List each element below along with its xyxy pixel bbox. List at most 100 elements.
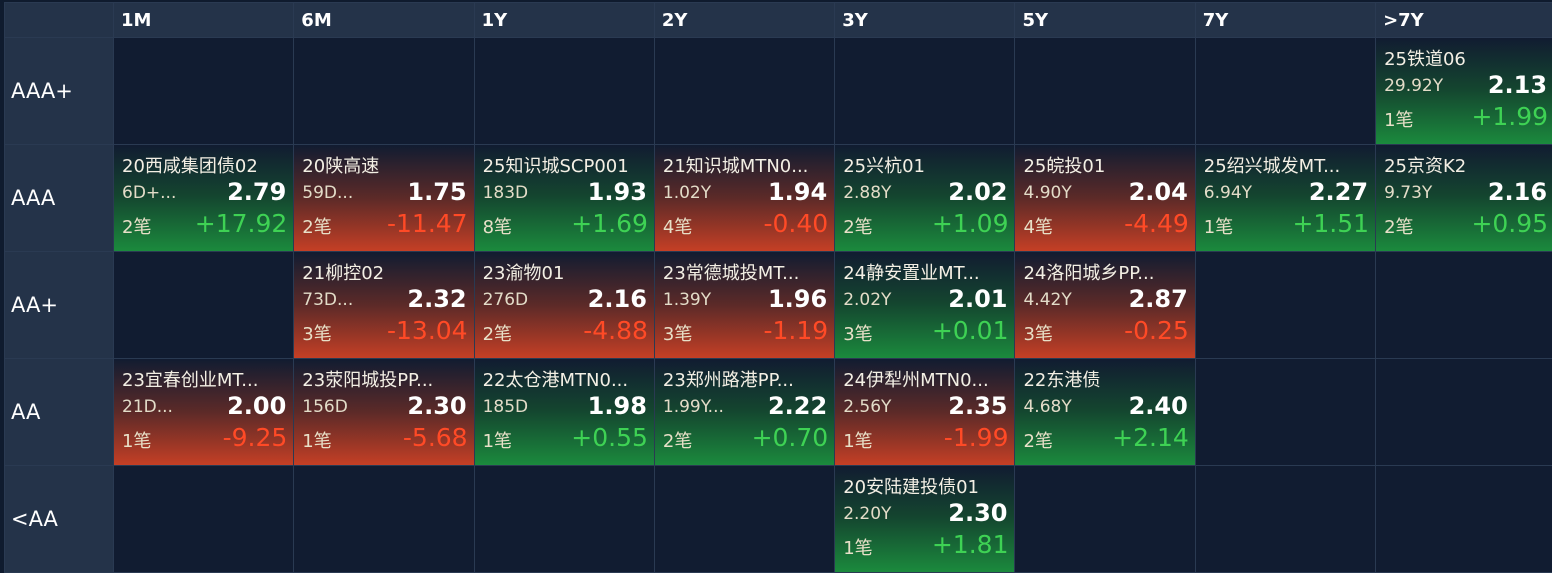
column-header-3[interactable]: 1Y <box>474 3 654 37</box>
rate-change: -5.68 <box>402 423 468 452</box>
bond-rate: 2.01 <box>948 285 1008 313</box>
bond-name: 25知识城SCP001 <box>482 156 629 177</box>
bond-cell[interactable]: 20安陆建投债01 2.20Y 2.30 1笔 +1.81 <box>835 466 1015 572</box>
bond-name: 25皖投01 <box>1023 156 1106 177</box>
bond-rate: 2.16 <box>1487 178 1548 206</box>
bond-cell[interactable]: 25京资K2 9.73Y 2.16 2笔 +0.95 <box>1376 145 1552 251</box>
rate-change: -11.47 <box>387 209 468 238</box>
trade-count: 3笔 <box>1023 324 1053 345</box>
rate-change: +0.55 <box>571 423 648 452</box>
bond-cell[interactable]: 22东港债 4.68Y 2.40 2笔 +2.14 <box>1015 359 1195 465</box>
bond-term: 276D <box>482 290 529 310</box>
empty-cell <box>1376 252 1552 358</box>
row-label: AA+ <box>5 252 113 358</box>
column-header-1[interactable]: 1M <box>114 3 294 37</box>
bond-cell[interactable]: 21知识城MTN0... 1.02Y 1.94 4笔 -0.40 <box>654 145 835 251</box>
empty-cell <box>835 38 1015 144</box>
column-header-7[interactable]: 7Y <box>1195 3 1376 37</box>
rate-change: +0.01 <box>931 316 1009 345</box>
bond-cell[interactable]: 21柳控02 73D... 2.32 3笔 -13.04 <box>294 252 474 358</box>
rate-change: +0.95 <box>1471 209 1549 238</box>
column-header-6[interactable]: 5Y <box>1015 3 1195 37</box>
bond-term: 29.92Y <box>1384 76 1444 96</box>
trade-count: 4笔 <box>662 217 693 238</box>
trade-count: 4笔 <box>1023 217 1053 238</box>
bond-name: 23常德城投MT... <box>662 263 800 284</box>
bond-cell[interactable]: 25知识城SCP001 183D 1.93 8笔 +1.69 <box>474 145 654 251</box>
trade-count: 2笔 <box>662 431 693 452</box>
rate-change: +17.92 <box>194 209 288 238</box>
bond-name: 25京资K2 <box>1384 156 1467 177</box>
empty-cell <box>114 466 294 572</box>
rate-change: +2.14 <box>1112 423 1189 452</box>
bond-term: 156D <box>302 397 348 417</box>
bond-cell[interactable]: 24伊犁州MTN0... 2.56Y 2.35 1笔 -1.99 <box>835 359 1015 465</box>
rate-change: -13.04 <box>387 316 468 345</box>
column-header-5[interactable]: 3Y <box>835 3 1015 37</box>
column-header-4[interactable]: 2Y <box>654 3 835 37</box>
empty-cell <box>1376 466 1552 572</box>
bond-name: 23荥阳城投PP... <box>302 370 434 391</box>
bond-term: 185D <box>482 397 529 417</box>
empty-cell <box>1195 359 1376 465</box>
bond-cell[interactable]: 23荥阳城投PP... 156D 2.30 1笔 -5.68 <box>294 359 474 465</box>
bond-name: 23宜春创业MT... <box>122 370 259 391</box>
trade-count: 2笔 <box>1384 217 1414 238</box>
trade-count: 1笔 <box>302 431 332 452</box>
bond-rate: 2.00 <box>227 392 287 420</box>
bond-name: 21知识城MTN0... <box>662 156 809 177</box>
bond-cell[interactable]: 20西咸集团债02 6D+... 2.79 2笔 +17.92 <box>114 145 294 251</box>
rate-change: -4.88 <box>583 316 648 345</box>
bond-cell[interactable]: 25绍兴城发MT... 6.94Y 2.27 1笔 +1.51 <box>1195 145 1376 251</box>
bond-term: 9.73Y <box>1384 183 1433 203</box>
bond-rate: 2.32 <box>407 285 467 313</box>
bond-name: 23郑州路港PP... <box>662 370 794 391</box>
row-label: AA <box>5 359 113 465</box>
bond-term: 59D... <box>302 183 354 203</box>
column-header-2[interactable]: 6M <box>294 3 474 37</box>
empty-cell <box>1195 252 1376 358</box>
bond-cell[interactable]: 24静安置业MT... 2.02Y 2.01 3笔 +0.01 <box>835 252 1015 358</box>
trade-count: 2笔 <box>302 217 332 238</box>
empty-cell <box>114 38 294 144</box>
bond-cell[interactable]: 23宜春创业MT... 21D... 2.00 1笔 -9.25 <box>114 359 294 465</box>
bond-cell[interactable]: 25铁道06 29.92Y 2.13 1笔 +1.99 <box>1376 38 1552 144</box>
bond-name: 23渝物01 <box>482 263 565 284</box>
trade-count: 1笔 <box>843 538 873 559</box>
bond-name: 25绍兴城发MT... <box>1203 156 1341 177</box>
row-label: AAA <box>5 145 113 251</box>
bond-name: 21柳控02 <box>302 263 385 284</box>
bond-rate: 2.40 <box>1128 392 1188 420</box>
bond-rate: 2.04 <box>1128 178 1188 206</box>
rate-change: -4.49 <box>1124 209 1189 238</box>
trade-count: 1笔 <box>122 431 152 452</box>
bond-term: 2.88Y <box>843 183 892 203</box>
bond-rate: 1.96 <box>767 285 828 313</box>
empty-cell <box>654 38 835 144</box>
bond-term: 73D... <box>302 290 354 310</box>
bond-term: 21D... <box>122 397 173 417</box>
empty-cell <box>654 466 835 572</box>
bond-rate: 1.75 <box>407 178 467 206</box>
trade-count: 1笔 <box>1203 217 1234 238</box>
rate-change: +0.70 <box>751 423 829 452</box>
bond-cell[interactable]: 23常德城投MT... 1.39Y 1.96 3笔 -1.19 <box>654 252 835 358</box>
empty-cell <box>1015 466 1195 572</box>
bond-cell[interactable]: 25兴杭01 2.88Y 2.02 2笔 +1.09 <box>835 145 1015 251</box>
bond-cell[interactable]: 25皖投01 4.90Y 2.04 4笔 -4.49 <box>1015 145 1195 251</box>
bond-cell[interactable]: 20陕高速 59D... 1.75 2笔 -11.47 <box>294 145 474 251</box>
bond-cell[interactable]: 24洛阳城乡PP... 4.42Y 2.87 3笔 -0.25 <box>1015 252 1195 358</box>
empty-cell <box>1195 38 1376 144</box>
bond-cell[interactable]: 22太仓港MTN0... 185D 1.98 1笔 +0.55 <box>474 359 654 465</box>
row-label: <AA <box>5 466 113 572</box>
trade-count: 2笔 <box>122 217 152 238</box>
bond-cell[interactable]: 23郑州路港PP... 1.99Y... 2.22 2笔 +0.70 <box>654 359 835 465</box>
bond-cell[interactable]: 23渝物01 276D 2.16 2笔 -4.88 <box>474 252 654 358</box>
row-label: AAA+ <box>5 38 113 144</box>
column-header-8[interactable]: >7Y <box>1376 3 1552 37</box>
bond-term: 4.90Y <box>1023 183 1072 203</box>
bond-term: 1.39Y <box>662 290 712 310</box>
rate-change: +1.99 <box>1471 102 1549 131</box>
trade-count: 2笔 <box>1023 431 1053 452</box>
empty-cell <box>1376 359 1552 465</box>
